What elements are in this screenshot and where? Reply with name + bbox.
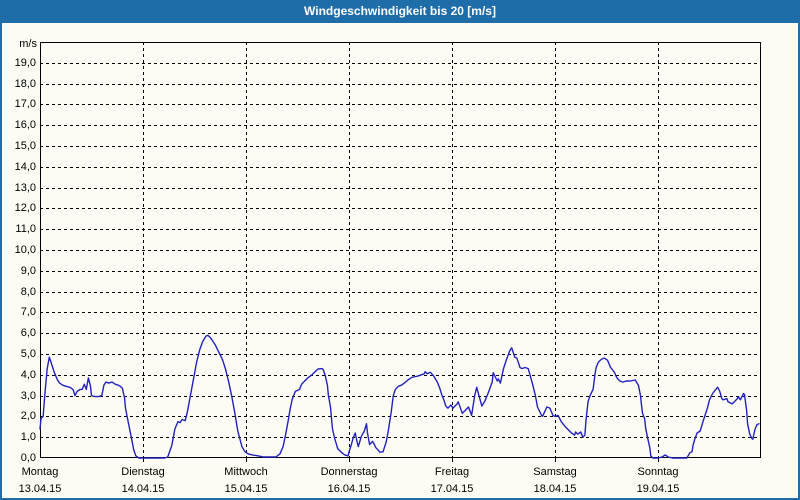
x-day-label: Montag — [21, 466, 59, 478]
y-tick-label: 2,0 — [20, 410, 36, 423]
x-day-label: Freitag — [434, 466, 470, 478]
x-day-label: Dienstag — [121, 466, 165, 478]
y-tick-label: 1,0 — [20, 431, 36, 444]
x-date-label: 17.04.15 — [430, 483, 474, 495]
x-date-label: 18.04.15 — [533, 483, 577, 495]
y-tick-label: 4,0 — [20, 368, 36, 381]
x-day-label: Donnerstag — [320, 466, 378, 478]
title-bar: Windgeschwindigkeit bis 20 [m/s] — [0, 0, 800, 23]
y-tick-label: 9,0 — [20, 264, 36, 277]
plot-border — [40, 42, 761, 458]
y-tick-label: 13,0 — [14, 181, 36, 194]
x-day-label: Samstag — [533, 466, 577, 478]
y-tick-label: 18,0 — [14, 77, 36, 90]
x-date-label: 13.04.15 — [18, 483, 62, 495]
y-tick-label: 5,0 — [20, 348, 36, 360]
y-tick-label: 14,0 — [14, 160, 36, 173]
x-date-label: 15.04.15 — [224, 483, 268, 495]
y-axis-unit-label: m/s — [19, 38, 37, 50]
y-tick-label: 10,0 — [14, 244, 36, 256]
wind-speed-line — [39, 334, 760, 459]
y-tick-label: 0,0 — [20, 452, 36, 464]
y-tick-label: 12,0 — [14, 202, 36, 215]
x-day-label: Sonntag — [637, 466, 679, 478]
y-tick-label: 6,0 — [20, 327, 36, 340]
x-date-label: 14.04.15 — [121, 483, 165, 495]
y-tick-label: 11,0 — [15, 223, 36, 236]
y-tick-label: 8,0 — [20, 285, 36, 298]
x-day-label: Mittwoch — [224, 466, 268, 478]
x-date-label: 19.04.15 — [636, 483, 680, 495]
x-date-label: 16.04.15 — [327, 483, 371, 495]
window-title: Windgeschwindigkeit bis 20 [m/s] — [304, 4, 496, 18]
y-tick-label: 15,0 — [14, 140, 36, 152]
y-tick-label: 17,0 — [14, 98, 36, 111]
y-tick-label: 19,0 — [14, 56, 36, 69]
y-tick-label: 3,0 — [20, 389, 36, 402]
y-tick-label: 7,0 — [20, 306, 36, 319]
y-tick-label: 16,0 — [14, 119, 36, 132]
